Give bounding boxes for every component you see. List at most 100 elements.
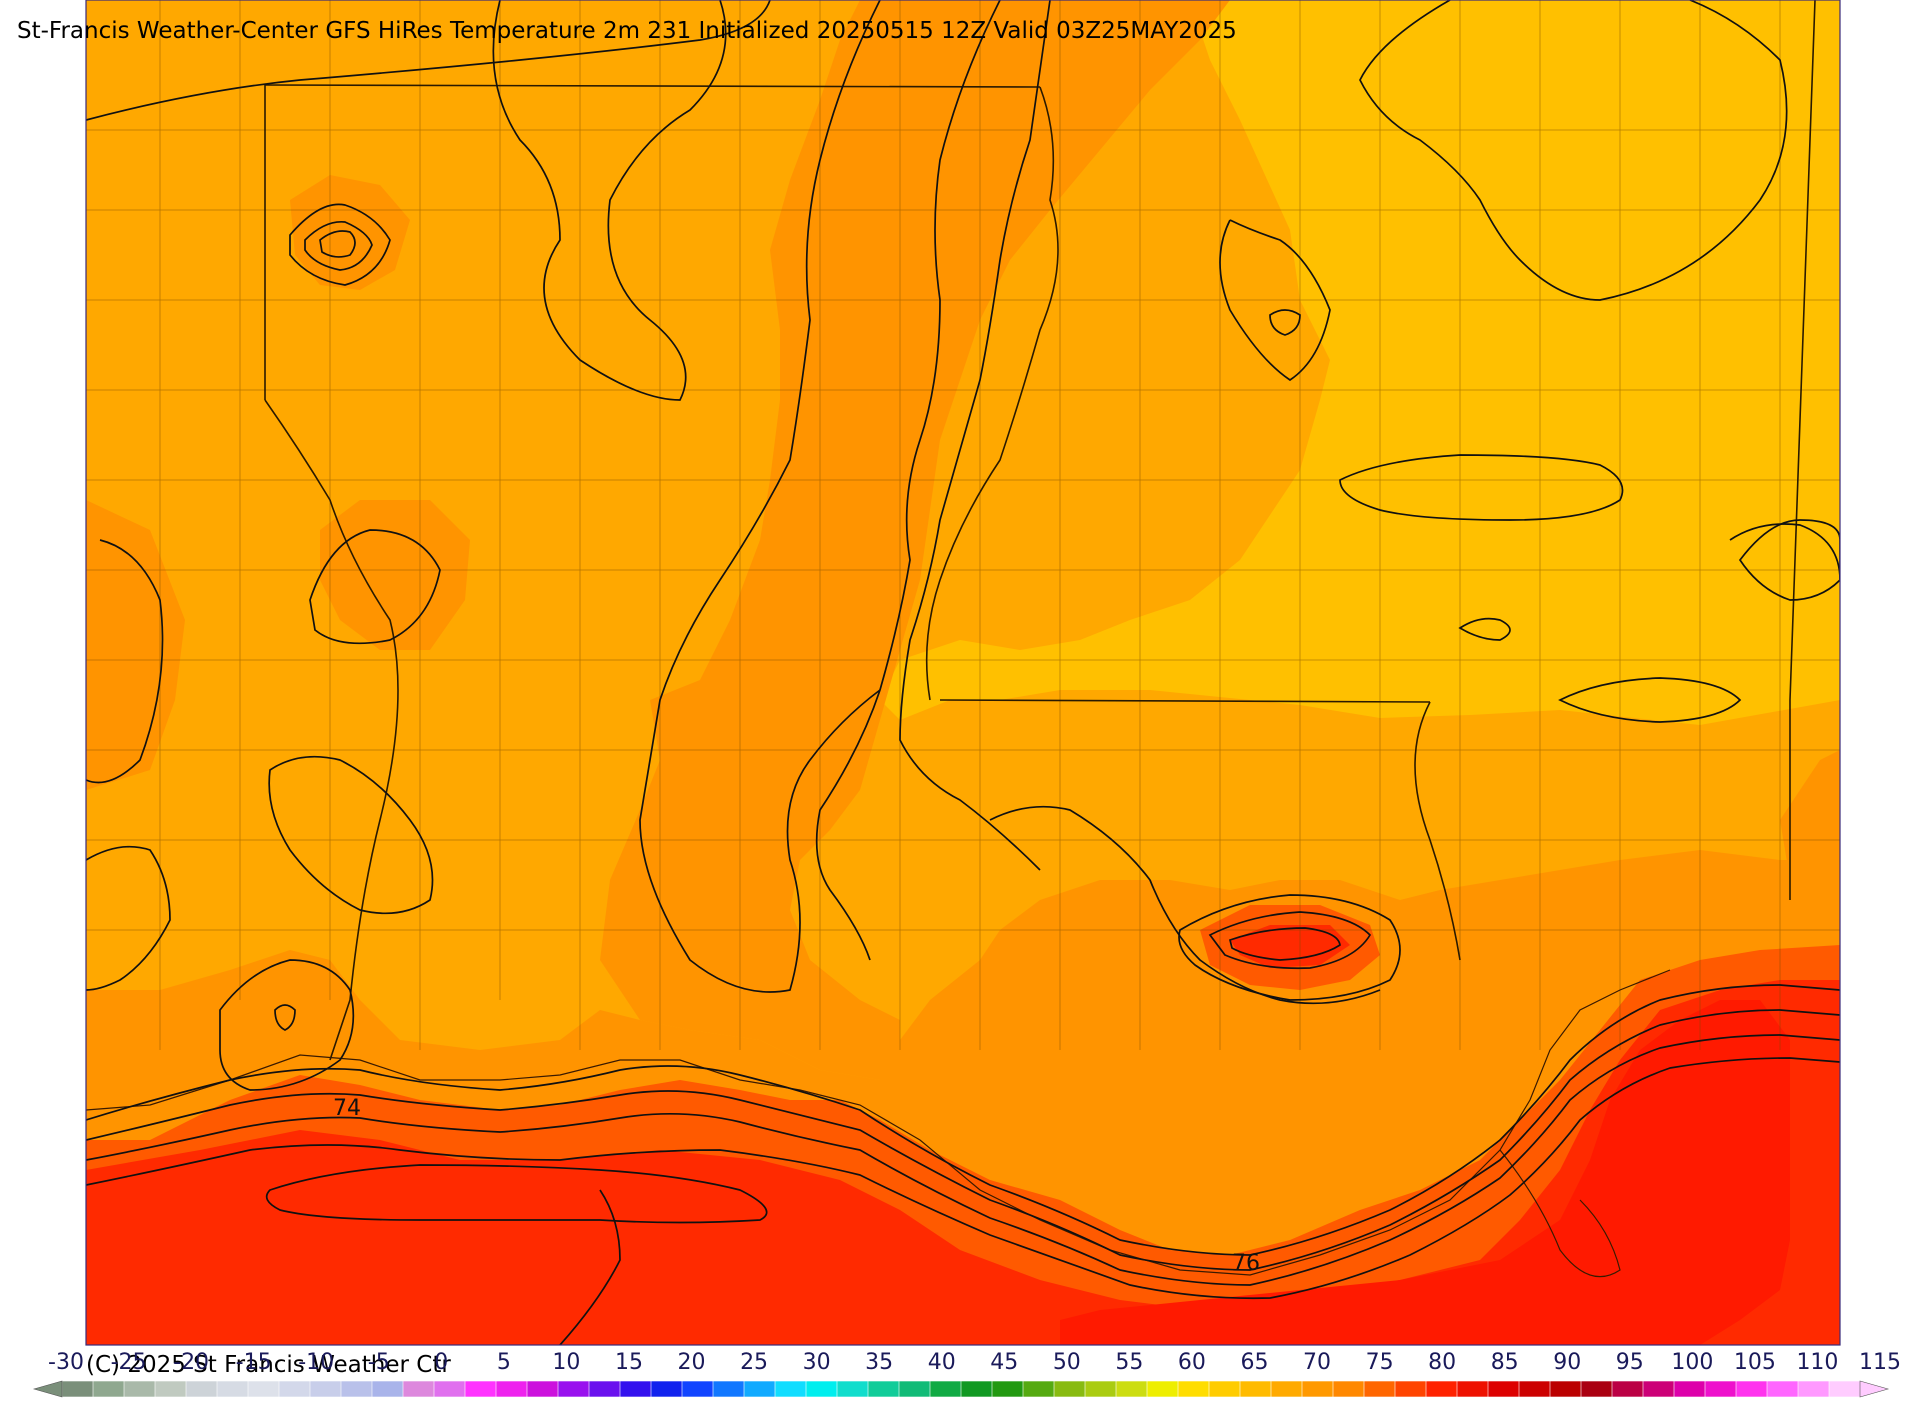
colorbar-tick-label: 75 xyxy=(1366,1350,1394,1375)
colorbar-swatch xyxy=(526,1380,559,1398)
colorbar-swatch xyxy=(805,1380,838,1398)
colorbar-swatch xyxy=(1115,1380,1148,1398)
colorbar-swatch xyxy=(1425,1380,1458,1398)
colorbar-swatch xyxy=(557,1380,590,1398)
colorbar-swatch xyxy=(1084,1380,1117,1398)
colorbar-tick-label: -10 xyxy=(298,1350,334,1375)
colorbar-swatch xyxy=(991,1380,1024,1398)
colorbar-swatch xyxy=(1363,1380,1396,1398)
colorbar-tick-label: 95 xyxy=(1616,1350,1644,1375)
colorbar-swatch xyxy=(836,1380,869,1398)
colorbar-swatch xyxy=(1177,1380,1210,1398)
colorbar-tick-label: 100 xyxy=(1671,1350,1713,1375)
colorbar-tick-label: -5 xyxy=(368,1350,390,1375)
colorbar-swatch xyxy=(216,1380,249,1398)
colorbar-swatch xyxy=(433,1380,466,1398)
colorbar-swatch xyxy=(681,1380,714,1398)
colorbar-min-extend-arrow xyxy=(32,1380,63,1398)
contour-label-76: 76 xyxy=(1232,1251,1260,1276)
colorbar-swatch xyxy=(61,1380,94,1398)
colorbar-tick-label: 35 xyxy=(865,1350,893,1375)
colorbar-swatch xyxy=(619,1380,652,1398)
colorbar-swatch xyxy=(185,1380,218,1398)
colorbar-swatch xyxy=(92,1380,125,1398)
colorbar-swatch xyxy=(247,1380,280,1398)
colorbar-tick-label: 0 xyxy=(434,1350,448,1375)
colorbar-swatch xyxy=(1735,1380,1768,1398)
colorbar-tick-label: 85 xyxy=(1491,1350,1519,1375)
colorbar-swatch xyxy=(1208,1380,1241,1398)
colorbar-tick-label: 65 xyxy=(1240,1350,1268,1375)
colorbar-tick-label: 110 xyxy=(1796,1350,1838,1375)
colorbar-tick-label: 70 xyxy=(1303,1350,1331,1375)
temp-band-75-80-lake xyxy=(320,500,470,650)
colorbar-swatch xyxy=(1456,1380,1489,1398)
colorbar-tick-label: 10 xyxy=(552,1350,580,1375)
colorbar-swatch xyxy=(588,1380,621,1398)
colorbar-tick-label: 30 xyxy=(803,1350,831,1375)
colorbar-swatch xyxy=(1704,1380,1737,1398)
contour-label-74: 74 xyxy=(333,1096,361,1121)
colorbar-swatch xyxy=(1394,1380,1427,1398)
colorbar-tick-label: 5 xyxy=(497,1350,511,1375)
colorbar-tick-label: 15 xyxy=(615,1350,643,1375)
colorbar-tick-label: 40 xyxy=(928,1350,956,1375)
colorbar-swatch xyxy=(929,1380,962,1398)
colorbar-swatch xyxy=(774,1380,807,1398)
temp-band-90-95-core xyxy=(1060,1000,1790,1345)
colorbar-swatch xyxy=(1549,1380,1582,1398)
colorbar-tick-label: 25 xyxy=(740,1350,768,1375)
colorbar-swatch xyxy=(340,1380,373,1398)
colorbar-swatch xyxy=(1301,1380,1334,1398)
colorbar-swatch xyxy=(1270,1380,1303,1398)
colorbar-tick-label: 80 xyxy=(1428,1350,1456,1375)
copyright-notice: (C) 2025 St Francis Weather Ctr xyxy=(86,1352,451,1378)
colorbar-swatch xyxy=(402,1380,435,1398)
colorbar-swatch xyxy=(712,1380,745,1398)
colorbar-swatch xyxy=(1580,1380,1613,1398)
colorbar-tick-label: 45 xyxy=(990,1350,1018,1375)
colorbar-swatch xyxy=(1611,1380,1644,1398)
colorbar-swatch xyxy=(1022,1380,1055,1398)
colorbar-swatch xyxy=(1518,1380,1551,1398)
colorbar-tick-label: 50 xyxy=(1053,1350,1081,1375)
isotherm-contours xyxy=(86,0,1840,1345)
temp-band-75-80-se xyxy=(1780,750,1840,880)
colorbar-swatch xyxy=(123,1380,156,1398)
colorbar-tick-label: 90 xyxy=(1553,1350,1581,1375)
temp-band-85-90-gulf xyxy=(86,980,1840,1345)
colorbar-tick-label: -25 xyxy=(111,1350,147,1375)
colorbar-swatch xyxy=(867,1380,900,1398)
colorbar-tick-label: 20 xyxy=(678,1350,706,1375)
colorbar-swatch xyxy=(1642,1380,1675,1398)
colorbar-tick-label: 60 xyxy=(1178,1350,1206,1375)
colorbar-swatch xyxy=(154,1380,187,1398)
colorbar-swatch xyxy=(743,1380,776,1398)
colorbar-tick-label: 115 xyxy=(1859,1350,1901,1375)
colorbar-swatch xyxy=(650,1380,683,1398)
colorbar-swatch xyxy=(1053,1380,1086,1398)
colorbar-swatch xyxy=(1766,1380,1799,1398)
colorbar-swatch xyxy=(1828,1380,1861,1398)
temp-band-75-80-central xyxy=(600,0,1230,1080)
state-boundaries xyxy=(264,0,1816,1061)
colorbar-swatch xyxy=(1487,1380,1520,1398)
map-frame xyxy=(85,0,1841,1346)
colorbar-tick-label: -20 xyxy=(173,1350,209,1375)
colorbar-swatch xyxy=(1797,1380,1830,1398)
colorbar-swatch xyxy=(1673,1380,1706,1398)
colorbar-tick-label: 105 xyxy=(1734,1350,1776,1375)
colorbar-tick-label: 55 xyxy=(1115,1350,1143,1375)
colorbar-swatch xyxy=(1146,1380,1179,1398)
colorbar-swatch xyxy=(495,1380,528,1398)
colorbar-swatch xyxy=(960,1380,993,1398)
colorbar-swatch xyxy=(309,1380,342,1398)
colorbar-swatch xyxy=(898,1380,931,1398)
colorbar-swatch xyxy=(371,1380,404,1398)
map-title: St-Francis Weather-Center GFS HiRes Temp… xyxy=(17,18,1237,44)
colorbar-swatch xyxy=(464,1380,497,1398)
colorbar-tick-label: -15 xyxy=(236,1350,272,1375)
colorbar-swatch xyxy=(1239,1380,1272,1398)
colorbar-max-extend-arrow xyxy=(1859,1380,1890,1398)
